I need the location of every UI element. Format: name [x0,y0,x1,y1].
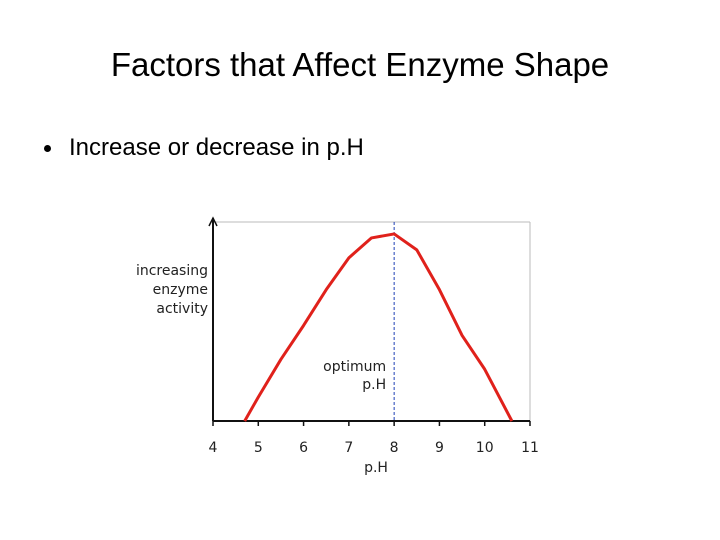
x-tick-label: 9 [435,440,444,456]
annotation: p.H [362,377,386,393]
y-axis-label: increasing [136,263,208,279]
x-tick-label: 7 [344,440,353,456]
x-tick-label: 11 [521,440,539,456]
y-axis-label: activity [156,301,208,317]
bullet-dot [44,144,51,152]
x-tick-label: 5 [254,440,263,456]
slide-title: Factors that Affect Enzyme Shape [110,46,610,83]
bullet-text: Increase or decrease in p.H [69,134,364,161]
x-axis-label: p.H [364,460,388,476]
x-tick-label: 8 [390,440,399,456]
bullet-item: Increase or decrease in p.H [44,134,364,162]
curve [243,232,514,422]
annotation: optimum [323,359,386,375]
x-tick-label: 4 [209,440,218,456]
y-axis-arrow [208,216,218,227]
y-axis-label: enzyme [153,282,208,298]
x-tick-label: 10 [476,440,494,456]
x-tick-label: 6 [299,440,308,456]
